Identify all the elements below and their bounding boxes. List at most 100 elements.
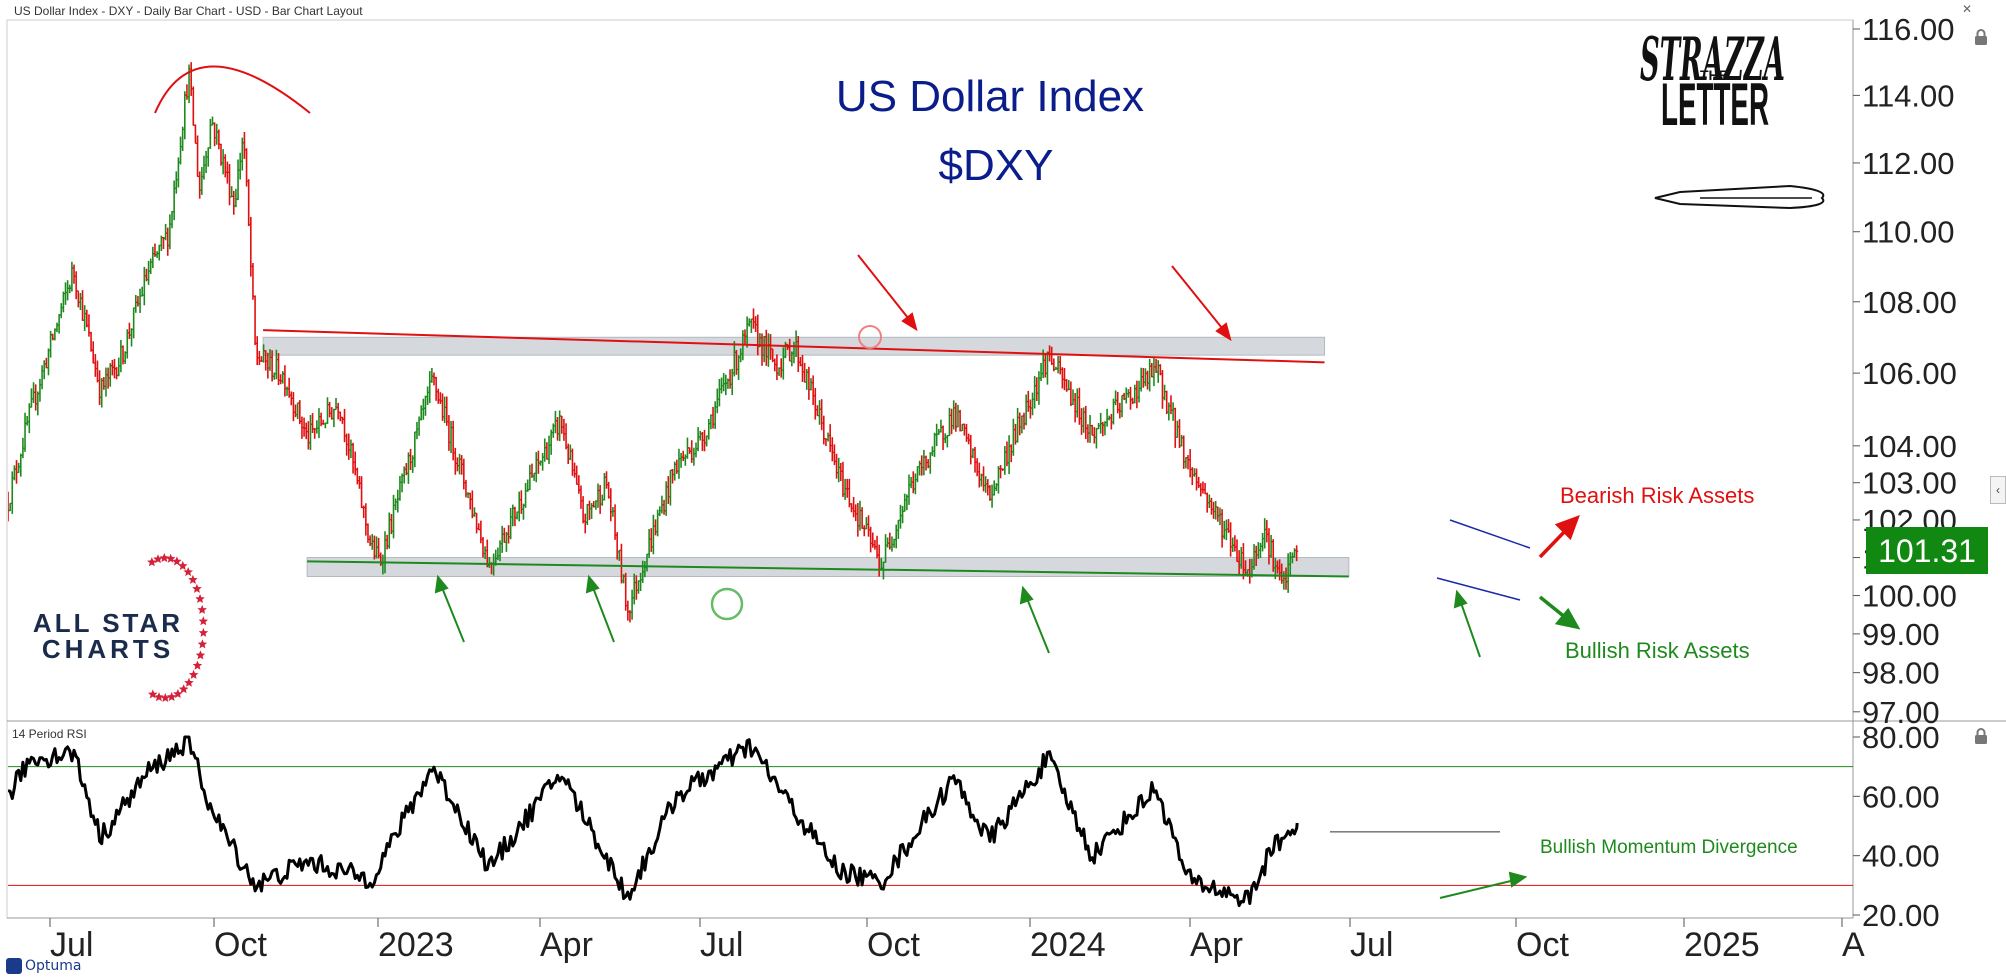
price-bar xyxy=(1182,435,1186,469)
price-bar xyxy=(967,433,971,445)
price-bar xyxy=(142,266,146,306)
price-bar xyxy=(519,490,523,514)
price-bar xyxy=(451,420,455,461)
price-bar xyxy=(340,416,345,424)
price-bar xyxy=(800,354,805,382)
price-bar xyxy=(34,384,38,411)
price-bar xyxy=(232,190,236,215)
price-bar xyxy=(852,497,856,518)
price-bar xyxy=(779,358,783,378)
price-bar xyxy=(549,429,553,455)
price-bar xyxy=(809,378,813,391)
price-bar xyxy=(475,512,479,534)
price-bar xyxy=(903,493,907,512)
price-bar xyxy=(713,401,717,429)
price-bar xyxy=(1141,367,1145,388)
strazza-letter-label: LETTER xyxy=(1661,71,1769,138)
price-bar xyxy=(575,465,579,486)
collapse-panel-chevron-icon[interactable]: ‹ xyxy=(1990,476,2006,504)
price-bar xyxy=(328,401,332,418)
price-bar xyxy=(78,292,83,311)
price-bar xyxy=(749,318,753,333)
price-bar xyxy=(91,341,95,364)
rsi-panel-title: 14 Period RSI xyxy=(12,727,87,741)
price-bar xyxy=(164,223,168,241)
price-bar xyxy=(913,473,917,495)
price-bar xyxy=(438,392,442,404)
price-bar xyxy=(419,405,423,421)
price-bar xyxy=(85,309,89,328)
rsi-lock-icon[interactable] xyxy=(1972,727,1990,745)
price-bar xyxy=(596,483,600,508)
price-axis[interactable]: 116.00 114.00 112.00 110.00 108.00 106.00 104.… xyxy=(1853,12,1957,730)
price-bar xyxy=(866,515,871,537)
price-bar xyxy=(1184,457,1188,469)
price-bar xyxy=(119,339,123,373)
price-bar xyxy=(523,482,528,508)
price-bar xyxy=(634,575,638,600)
price-bar xyxy=(1218,507,1222,526)
price-bar xyxy=(457,453,462,475)
price-bar xyxy=(210,116,215,126)
price-bar xyxy=(1075,388,1079,418)
price-bar xyxy=(1067,379,1071,391)
price-bar xyxy=(460,455,464,475)
price-bar xyxy=(1103,421,1107,436)
price-bar xyxy=(8,502,12,512)
price-bar xyxy=(947,407,952,437)
price-bar xyxy=(964,423,969,442)
price-bar xyxy=(1156,360,1160,383)
price-bar xyxy=(115,367,119,380)
price-bar xyxy=(146,260,151,285)
price-bar xyxy=(443,396,447,424)
price-bar xyxy=(472,507,477,517)
price-bar xyxy=(479,520,483,544)
price-bar xyxy=(1009,444,1013,463)
price-bar xyxy=(1186,455,1190,470)
price-bar xyxy=(751,308,756,329)
price-bar xyxy=(368,535,372,547)
price-bar xyxy=(187,64,191,104)
price-bar xyxy=(630,589,634,620)
top-circle-marker xyxy=(858,325,882,349)
price-bar xyxy=(969,434,973,465)
price-bar xyxy=(204,150,208,174)
star-icon xyxy=(147,557,157,567)
price-bar xyxy=(1120,394,1124,418)
price-bar xyxy=(692,447,696,466)
price-bar xyxy=(611,506,615,517)
price-bar xyxy=(136,295,140,307)
price-tick-label: 103.00 xyxy=(1862,466,1957,501)
price-bar xyxy=(408,448,413,471)
rsi-axis[interactable]: 80.00 60.00 40.00 20.00 xyxy=(1853,720,1940,933)
price-bar xyxy=(945,434,949,448)
price-bar xyxy=(347,433,351,460)
time-tick-label: Jul xyxy=(700,926,743,964)
wedge-upper-line xyxy=(1449,519,1531,549)
time-axis[interactable]: Jul Oct 2023 Apr Jul Oct 2024 Apr Jul Oct 2025 A xyxy=(49,918,1865,964)
price-bar xyxy=(391,494,396,539)
price-bar xyxy=(577,475,581,494)
price-bar xyxy=(653,519,658,536)
price-bar xyxy=(962,423,966,436)
price-bar xyxy=(266,352,270,379)
price-bar xyxy=(1118,402,1122,419)
price-tick-label: 116.00 xyxy=(1862,12,1955,47)
price-bar xyxy=(822,415,826,445)
price-bar xyxy=(553,410,558,434)
price-bar xyxy=(826,432,830,442)
price-bar xyxy=(1135,380,1139,409)
price-bar xyxy=(1026,390,1030,412)
price-bar xyxy=(500,525,504,553)
price-bar xyxy=(434,376,438,401)
price-bar xyxy=(44,357,48,369)
lock-icon[interactable] xyxy=(1972,28,1990,46)
price-bar xyxy=(291,392,296,422)
price-bar xyxy=(242,131,247,159)
pin-icon[interactable]: ✕ xyxy=(1961,2,1972,16)
price-bar xyxy=(195,135,200,178)
price-bar xyxy=(811,375,815,406)
price-bar xyxy=(504,531,509,552)
price-bar xyxy=(247,179,251,227)
